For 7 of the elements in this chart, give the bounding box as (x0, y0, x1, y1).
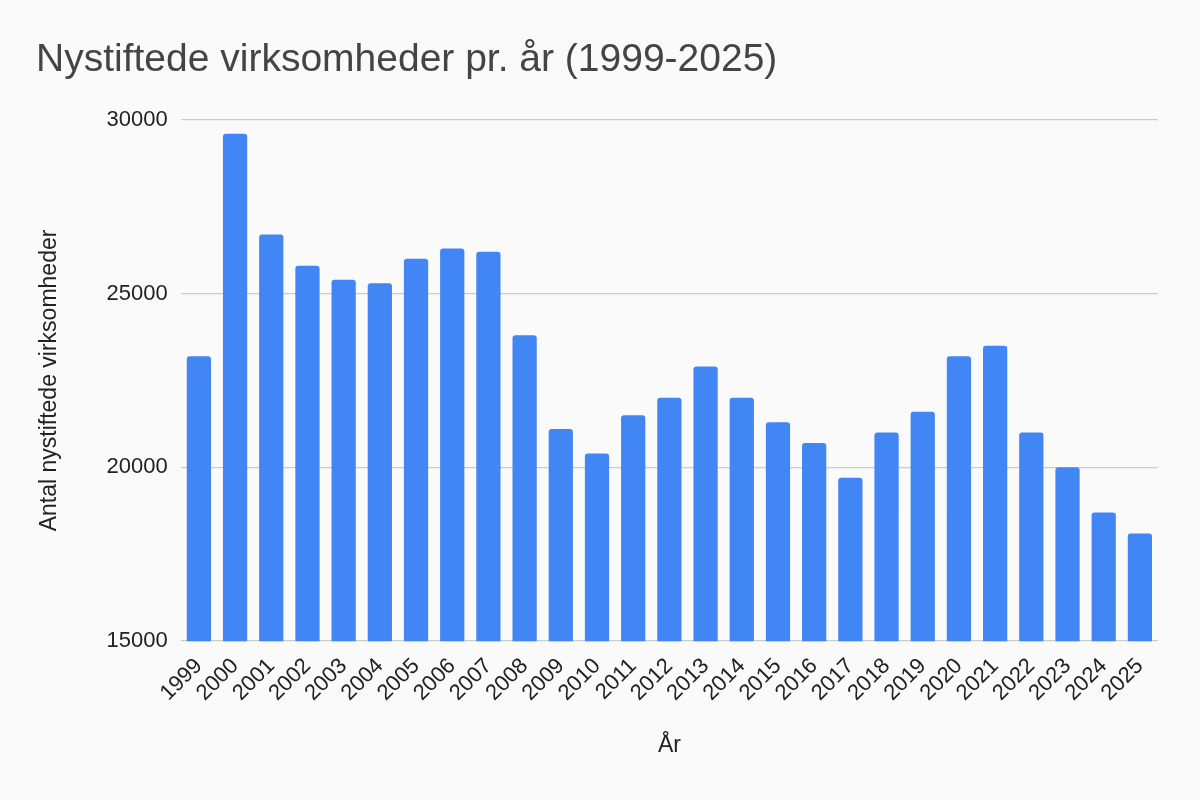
x-axis-title: År (657, 729, 682, 757)
y-tick-label: 20000 (106, 453, 168, 479)
y-tick-label: 15000 (106, 627, 168, 653)
y-tick-label: 30000 (106, 105, 168, 131)
y-axis-title: Antal nystiftede virksomheder (35, 229, 62, 532)
y-tick-label: 25000 (106, 279, 168, 305)
chart-title: Nystiftede virksomheder pr. år (1999-2025) (36, 36, 778, 80)
